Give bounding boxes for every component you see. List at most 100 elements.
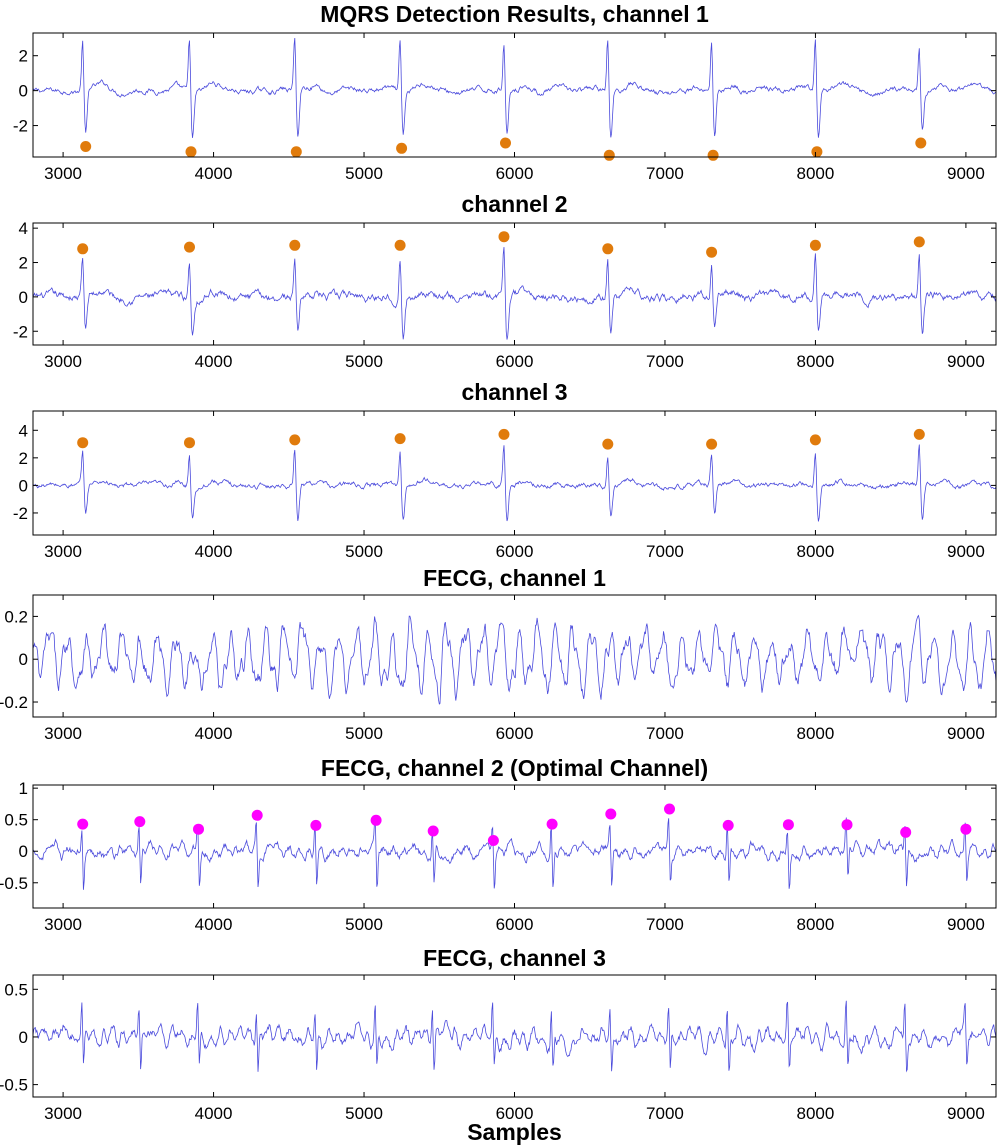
signal-line [33,444,996,522]
x-tick-label: 8000 [797,724,835,743]
qrs-marker [487,835,499,846]
qrs-marker [251,809,263,821]
qrs-marker [193,823,204,835]
x-tick-label: 3000 [44,1104,82,1123]
x-tick-label: 8000 [797,164,835,183]
signal-line [33,247,996,340]
x-tick-label: 5000 [345,915,383,934]
subplot-title: channel 2 [461,191,567,217]
x-tick-label: 9000 [947,352,985,371]
x-tick-label: 7000 [646,915,684,934]
x-tick-label: 4000 [195,915,233,934]
subplot-6: FECG, channel 3 3000 4000 5000 6000 7000 8000 9… [0,945,997,1123]
x-tick-label: 4000 [195,542,233,561]
qrs-marker [290,146,302,158]
x-tick-label: 6000 [496,724,534,743]
y-tick-label: 0.2 [4,607,28,626]
y-tick-label: -2 [13,322,28,341]
x-tick-label: 3000 [44,164,82,183]
y-tick-label: 1 [19,779,28,798]
signal-line [33,614,996,705]
y-tick-label: -2 [13,504,28,523]
y-tick-label: -0.2 [0,693,28,712]
x-tick-label: 4000 [195,724,233,743]
qrs-marker [900,826,912,838]
qrs-marker [664,803,675,815]
axes-box [32,32,997,158]
x-tick-label: 5000 [345,1104,383,1123]
y-tick-label: 0 [19,288,28,307]
x-tick-label: 8000 [797,1104,835,1123]
x-tick-label: 4000 [195,352,233,371]
x-tick-label: 9000 [947,915,985,934]
x-tick-label: 9000 [947,724,985,743]
x-tick-label: 4000 [195,164,233,183]
y-tick-label: 2 [19,47,28,66]
x-tick-label: 5000 [345,164,383,183]
subplot-4: FECG, channel 1 3000 4000 5000 6000 7000 8000 9… [0,565,997,743]
subplot-title: channel 3 [461,379,567,405]
x-tick-label: 5000 [345,542,383,561]
qrs-marker [602,243,614,255]
x-tick-label: 6000 [496,1104,534,1123]
subplot-3: channel 3 3000 4000 5000 6000 7000 8000 9000 4 2 0… [13,379,997,561]
subplot-5: FECG, channel 2 (Optimal Channel) 3000 400… [0,755,997,934]
y-tick-label: 2 [19,254,28,273]
x-tick-label: 7000 [646,164,684,183]
x-tick-label: 5000 [345,352,383,371]
qrs-marker [809,434,821,446]
qrs-marker [500,137,511,149]
x-tick-label: 7000 [646,352,684,371]
subplot-title: FECG, channel 1 [423,565,606,591]
qrs-marker [707,149,719,161]
subplot-title: FECG, channel 3 [423,945,606,971]
qrs-marker [498,231,510,243]
x-tick-label: 6000 [496,164,534,183]
qrs-marker [77,818,89,830]
x-tick-label: 4000 [195,1104,233,1123]
y-tick-label: 2 [19,449,28,468]
qrs-marker [913,236,925,248]
x-tick-label: 8000 [797,352,835,371]
qrs-marker [134,816,146,828]
qrs-marker [706,246,718,258]
qrs-marker [915,137,927,149]
x-tick-label: 3000 [44,542,82,561]
y-tick-label: 0 [19,650,28,669]
x-tick-label: 3000 [44,724,82,743]
signal-line [33,817,996,890]
qrs-marker [184,241,195,253]
qrs-marker [960,823,972,835]
qrs-marker [394,239,406,251]
axes-box [32,222,997,346]
x-tick-label: 6000 [496,915,534,934]
subplot-title: MQRS Detection Results, channel 1 [320,1,709,27]
qrs-marker [602,438,614,450]
x-tick-label: 6000 [496,542,534,561]
qrs-marker [841,819,853,831]
qrs-marker [722,819,734,831]
y-tick-label: -2 [13,117,28,136]
x-tick-label: 8000 [797,915,835,934]
qrs-marker [394,433,406,445]
qrs-marker [77,243,89,255]
signal-line [33,1000,996,1073]
y-tick-label: 0 [19,476,28,495]
qrs-marker [546,818,558,830]
qrs-marker [77,437,89,449]
qrs-marker [396,142,408,154]
x-tick-label: 6000 [496,352,534,371]
subplot-2: channel 2 3000 4000 5000 6000 7000 8000 9000 4 2 0… [13,191,997,371]
qrs-marker [289,239,301,251]
signal-line [33,37,996,138]
axes-box [32,594,997,718]
qrs-marker [913,428,925,440]
qrs-marker [603,149,615,161]
qrs-marker [809,239,821,251]
y-tick-label: 0 [19,82,28,101]
qrs-marker [427,825,439,837]
x-tick-label: 7000 [646,542,684,561]
x-tick-label: 5000 [345,724,383,743]
subplot-1: MQRS Detection Results, channel 1 3000 400… [13,1,997,183]
y-tick-label: 4 [19,219,28,238]
